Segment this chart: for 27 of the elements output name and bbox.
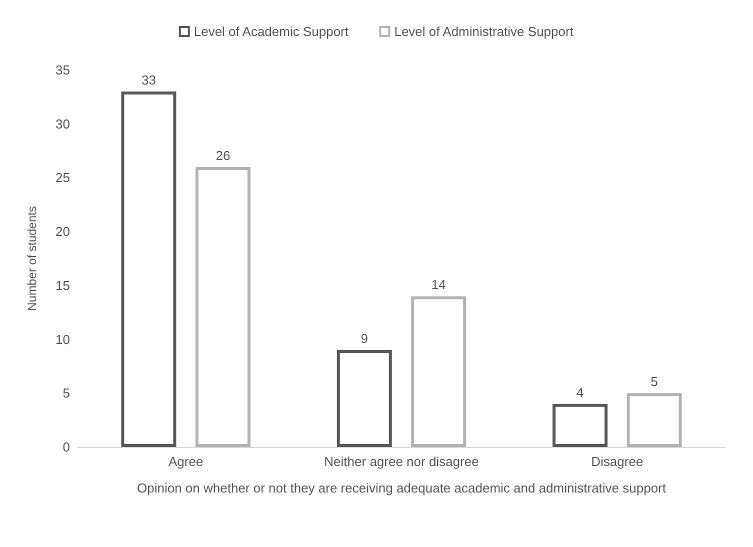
y-tick-label: 20 (56, 224, 70, 240)
bar (626, 393, 682, 447)
y-tick-label: 10 (56, 332, 70, 347)
y-tick-label: 25 (56, 170, 70, 186)
y-tick-label: 15 (56, 278, 70, 293)
bar (552, 404, 608, 447)
bar (121, 92, 176, 447)
data-label: 26 (216, 148, 230, 163)
legend-label: Level of Academic Support (194, 24, 349, 39)
data-label: 33 (141, 72, 156, 88)
bar (411, 296, 466, 447)
data-label: 9 (360, 331, 368, 346)
bar (336, 350, 392, 447)
data-label: 14 (431, 277, 446, 292)
bar (195, 166, 250, 447)
x-tick-label: Agree (168, 454, 204, 469)
legend-label: Level of Administrative Support (394, 24, 574, 39)
x-axis-title: Opinion on whether or not they are receiving adequate academic and administrative support (137, 480, 666, 496)
data-label: 5 (650, 374, 658, 390)
y-tick-label: 0 (62, 440, 70, 454)
y-tick-label: 30 (56, 116, 70, 132)
x-tick-label: Neither agree nor disagree (324, 454, 479, 469)
y-axis-title: Number of students (25, 206, 39, 311)
y-tick-label: 5 (62, 386, 70, 401)
y-tick-label: 35 (56, 62, 70, 78)
data-label: 4 (576, 384, 584, 400)
x-tick-label: Disagree (591, 454, 644, 469)
